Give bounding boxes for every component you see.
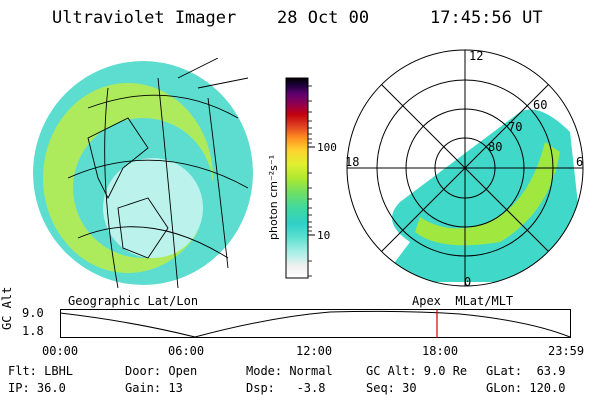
app-title: Ultraviolet Imager (52, 8, 237, 28)
status-glat: GLat: 63.9 (486, 364, 566, 378)
x-tick-1200: 12:00 (296, 344, 333, 358)
gc-alt-axis-label: GC Alt (0, 286, 14, 330)
geographic-image (33, 58, 253, 289)
mlt-label-0: 0 (464, 275, 471, 289)
right-panel-caption: Apex MLat/MLT (412, 294, 514, 308)
mlt-label-12: 12 (469, 49, 483, 63)
x-tick-2359: 23:59 (548, 344, 585, 358)
mlt-label-6: 6 (576, 155, 583, 169)
lat-label-60: 60 (533, 98, 547, 112)
gc-alt-plot (60, 309, 571, 338)
mlt-label-18: 18 (345, 155, 359, 169)
polar-image: 12 18 6 0 60 70 80 (345, 49, 584, 289)
lat-label-70: 70 (508, 120, 522, 134)
x-tick-0600: 06:00 (168, 344, 205, 358)
colorbar-tick-100: 100 (317, 141, 337, 154)
colorbar-gradient (285, 77, 309, 279)
x-tick-1800: 18:00 (422, 344, 459, 358)
colorbar-tick-10: 10 (317, 229, 330, 242)
colorbar-unit: photon cm⁻²s⁻¹ (267, 155, 280, 240)
status-door: Door: Open (125, 364, 198, 378)
x-tick-0000: 00:00 (42, 344, 79, 358)
gc-alt-tick-9: 9.0 (22, 306, 44, 320)
date-label: 28 Oct 00 (277, 8, 370, 28)
gc-alt-tick-1.8: 1.8 (22, 324, 44, 338)
status-glon: GLon: 120.0 (486, 381, 566, 395)
status-gcalt: GC Alt: 9.0 Re (366, 364, 468, 378)
status-mode: Mode: Normal (246, 364, 333, 378)
status-seq: Seq: 30 (366, 381, 417, 395)
left-panel-caption: Geographic Lat/Lon (68, 294, 199, 308)
lat-label-80: 80 (488, 140, 502, 154)
status-gain: Gain: 13 (125, 381, 183, 395)
status-dsp: Dsp: -3.8 (246, 381, 326, 395)
colorbar: 100 10 photon cm⁻²s⁻¹ (267, 77, 337, 279)
time-label: 17:45:56 UT (430, 8, 543, 28)
status-flt: Flt: LBHL (8, 364, 74, 378)
status-ip: IP: 36.0 (8, 381, 66, 395)
gc-alt-curve (60, 310, 571, 338)
